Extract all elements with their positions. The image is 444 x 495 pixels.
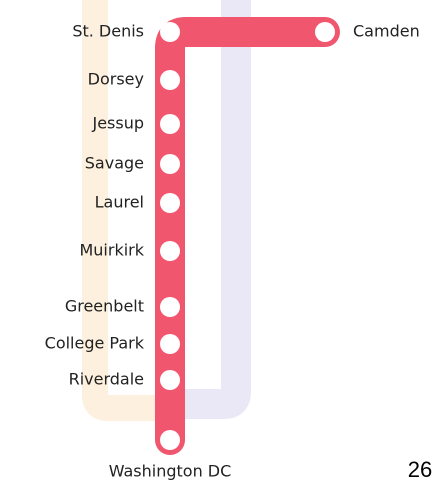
background-line-orange (82, 0, 160, 421)
station-dot (160, 114, 180, 134)
station-label: Jessup (91, 114, 144, 133)
station-label: Riverdale (69, 370, 144, 389)
station-dot (160, 430, 180, 450)
station-dot (160, 334, 180, 354)
station-dot (160, 154, 180, 174)
background-line-lavender (175, 0, 251, 419)
background-line-gap (180, 0, 216, 378)
station-label: Savage (85, 154, 144, 173)
station-dot (160, 241, 180, 261)
station-label: Greenbelt (65, 297, 144, 316)
station-label: Muirkirk (79, 241, 144, 260)
station-dot (160, 193, 180, 213)
station-dot (160, 370, 180, 390)
line-detail (183, 60, 330, 68)
station-dot (160, 297, 180, 317)
station-label: College Park (45, 334, 145, 353)
station-dot (315, 22, 335, 42)
station-label: St. Denis (72, 22, 144, 41)
station-dot (160, 22, 180, 42)
station-label: Laurel (95, 193, 144, 212)
station-label: Camden (353, 22, 420, 41)
station-label: Washington DC (109, 462, 232, 481)
station-dot (160, 70, 180, 90)
station-label: Dorsey (88, 70, 144, 89)
page-number: 26 (408, 457, 432, 482)
